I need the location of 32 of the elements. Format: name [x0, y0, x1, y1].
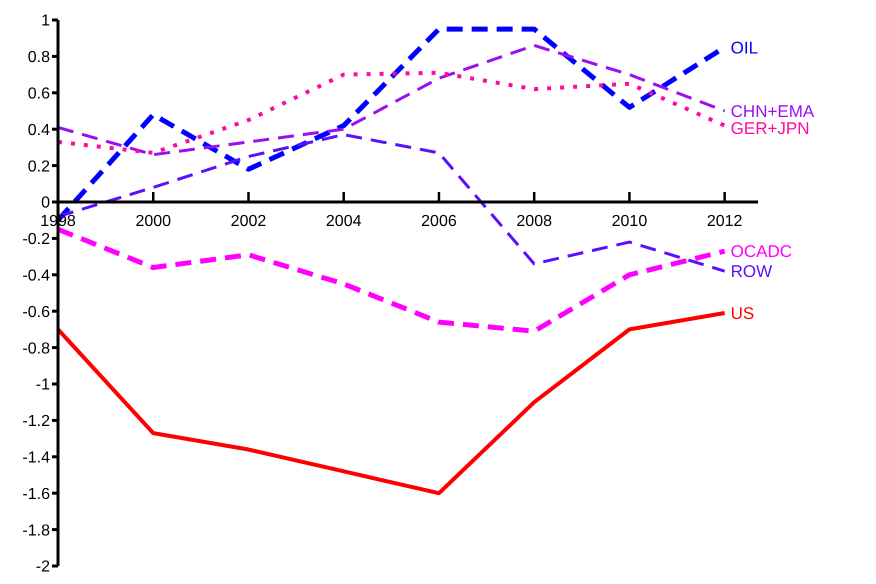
y-tick-label: -0.6 — [22, 304, 50, 321]
y-tick-label: -1.6 — [22, 486, 50, 503]
y-tick-label: -1 — [36, 376, 50, 394]
y-tick-label: -0.4 — [22, 267, 50, 284]
series-label: GER+JPN — [730, 119, 810, 138]
x-tick-label: 2002 — [230, 213, 266, 230]
series-label: OIL — [730, 38, 758, 58]
y-tick-label: 0.8 — [28, 49, 50, 66]
series-label: ROW — [730, 262, 772, 282]
y-tick-label: 0.6 — [28, 85, 50, 102]
y-tick-label: -0.2 — [22, 231, 50, 248]
y-tick-label: 0.2 — [28, 158, 50, 176]
y-tick-label: -0.8 — [22, 340, 50, 358]
y-tick-label: -1.8 — [22, 522, 50, 540]
x-tick-label: 2008 — [516, 213, 552, 230]
series-label: CHN+EMA — [730, 102, 815, 121]
x-tick-label: 2012 — [706, 213, 743, 230]
series-label: OCADC — [730, 242, 792, 262]
x-tick-label: 2010 — [612, 213, 648, 230]
y-tick-label: 1 — [41, 12, 50, 30]
line-series — [58, 44, 726, 156]
x-tick-label: 2006 — [421, 213, 457, 230]
x-tick-label: 2004 — [326, 213, 362, 230]
x-tick-label: 2000 — [135, 213, 172, 230]
y-tick-label: -2 — [36, 558, 50, 576]
y-tick-label: 0 — [41, 194, 50, 212]
series-label: US — [730, 304, 754, 324]
y-tick-label: 0.4 — [28, 122, 50, 139]
line-series — [58, 70, 727, 155]
y-tick-label: -1.2 — [22, 413, 50, 430]
line-series — [58, 311, 727, 496]
y-tick-label: -1.4 — [22, 449, 50, 466]
